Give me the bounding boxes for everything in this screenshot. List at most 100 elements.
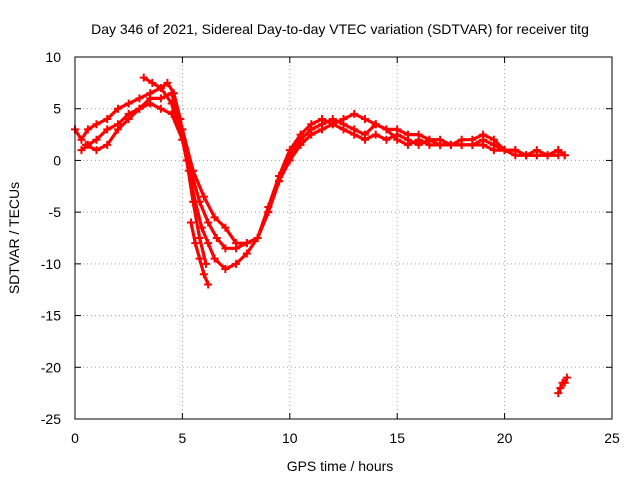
- x-axis-label: GPS time / hours: [287, 458, 394, 474]
- x-tick-label: 10: [282, 430, 298, 446]
- data-point: [156, 104, 165, 113]
- data-point: [360, 135, 369, 144]
- y-tick-label: -5: [49, 204, 62, 220]
- data-point: [500, 146, 509, 155]
- data-point: [436, 140, 445, 149]
- chart-title: Day 346 of 2021, Sidereal Day-to-day VTE…: [91, 21, 589, 37]
- data-point: [221, 265, 230, 274]
- data-point: [339, 125, 348, 134]
- data-point: [371, 130, 380, 139]
- data-point: [468, 135, 477, 144]
- data-point: [479, 140, 488, 149]
- data-point: [489, 135, 498, 144]
- series-track-f: [554, 373, 571, 398]
- y-axis-label: SDTVAR / TECUs: [6, 182, 22, 294]
- data-point: [103, 125, 112, 134]
- data-point: [221, 223, 230, 232]
- data-point: [146, 94, 155, 103]
- series-track-c: [81, 89, 569, 248]
- data-point: [556, 383, 565, 392]
- data-point: [163, 78, 172, 87]
- data-point: [543, 151, 552, 160]
- data-point: [242, 249, 251, 258]
- data-point: [135, 94, 144, 103]
- data-point: [296, 140, 305, 149]
- data-point: [350, 109, 359, 118]
- data-point: [554, 146, 563, 155]
- data-point: [318, 125, 327, 134]
- data-point: [156, 94, 165, 103]
- y-tick-label: -15: [41, 308, 61, 324]
- data-point: [414, 140, 423, 149]
- data-point: [156, 84, 165, 93]
- data-point: [393, 130, 402, 139]
- data-point: [382, 135, 391, 144]
- y-tick-label: -10: [41, 256, 61, 272]
- data-point: [92, 135, 101, 144]
- y-tick-label: -20: [41, 359, 61, 375]
- data-point: [81, 140, 90, 149]
- grid: [75, 57, 612, 419]
- data-point: [489, 146, 498, 155]
- data-point: [139, 73, 148, 82]
- data-point: [253, 234, 262, 242]
- data-point: [339, 115, 348, 124]
- series-track-a: [71, 84, 569, 274]
- y-tick-label: 10: [45, 49, 61, 65]
- data-point: [77, 146, 86, 155]
- data-point: [113, 104, 122, 113]
- x-tick-label: 15: [389, 430, 405, 446]
- data-point: [167, 109, 176, 118]
- data-point: [522, 151, 531, 160]
- data-point: [264, 202, 273, 211]
- data-point: [479, 130, 488, 139]
- data-point: [242, 239, 251, 248]
- series-track-b: [77, 99, 563, 253]
- data-point: [199, 192, 208, 201]
- data-point: [92, 146, 101, 155]
- series-track-e: [186, 218, 213, 289]
- data-point: [221, 244, 230, 253]
- series-line: [73, 86, 567, 271]
- series-track-d: [139, 73, 211, 268]
- data-point: [232, 259, 241, 268]
- data-point: [186, 218, 195, 227]
- data-point: [182, 156, 191, 165]
- data-point: [92, 120, 101, 129]
- data-point: [103, 140, 112, 149]
- data-point: [204, 280, 213, 289]
- data-point: [275, 171, 284, 180]
- y-tick-label: 5: [53, 101, 61, 117]
- data-point: [135, 104, 144, 113]
- data-point: [204, 218, 213, 227]
- data-point: [77, 135, 86, 144]
- data-point: [560, 378, 569, 387]
- x-tick-label: 20: [497, 430, 513, 446]
- data-point: [113, 125, 122, 134]
- data-point: [176, 115, 185, 124]
- data-point: [296, 130, 305, 139]
- data-point: [124, 115, 133, 124]
- data-point: [199, 270, 208, 279]
- data-point: [554, 389, 563, 398]
- data-point: [371, 120, 380, 129]
- data-point: [83, 125, 92, 134]
- series-line: [84, 91, 567, 245]
- data-point: [403, 135, 412, 144]
- data-point: [148, 78, 157, 87]
- data-point: [189, 166, 198, 175]
- series-line: [142, 76, 208, 266]
- data-point: [457, 135, 466, 144]
- data-point: [202, 259, 211, 268]
- data-point: [511, 146, 520, 155]
- data-point: [532, 146, 541, 155]
- data-point: [307, 130, 316, 139]
- data-point: [285, 146, 294, 155]
- y-tick-label: 0: [53, 152, 61, 168]
- data-point: [212, 234, 221, 242]
- data-point: [562, 373, 571, 382]
- data-point: [210, 254, 219, 263]
- data-point: [204, 239, 213, 248]
- data-point: [425, 135, 434, 144]
- data-point: [195, 234, 204, 242]
